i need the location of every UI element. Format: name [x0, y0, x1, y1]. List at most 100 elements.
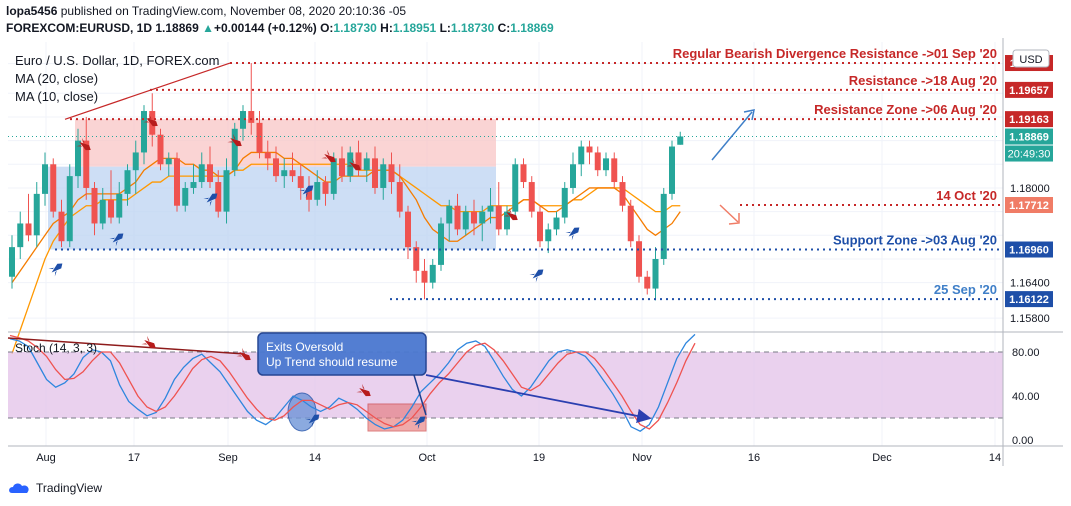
candle	[644, 270, 651, 295]
candle-body	[281, 170, 288, 177]
buy-rocket-icon	[109, 233, 124, 247]
price-tick-label: 1.18000	[1010, 183, 1050, 195]
buy-rocket-icon-body	[302, 185, 314, 195]
candle	[165, 152, 172, 177]
candle	[537, 205, 543, 248]
uptrend-arrow-head	[743, 109, 755, 121]
ma10-legend[interactable]: MA (10, close)	[15, 89, 99, 104]
sell-rocket-icon	[143, 113, 158, 127]
candle	[660, 187, 667, 265]
candle-body	[454, 205, 461, 230]
candle	[190, 164, 197, 194]
candle	[99, 187, 106, 230]
oversold-highlight	[367, 403, 427, 432]
candle	[58, 199, 65, 248]
candle-body	[652, 258, 659, 289]
currency-button	[1012, 49, 1050, 68]
price-change: +0.00144 (+0.12%)	[213, 21, 317, 35]
countdown-tag	[1005, 145, 1053, 162]
tradingview-cloud-icon	[9, 483, 29, 493]
candle-body	[256, 122, 263, 153]
sell-rocket-icon	[227, 133, 242, 147]
candle	[322, 176, 329, 206]
candle-body	[586, 146, 593, 153]
publish-info: lopa5456 published on TradingView.com, N…	[6, 4, 406, 18]
sell-rocket-icon	[503, 207, 518, 221]
buy-rocket-icon-fin	[299, 189, 308, 199]
candle	[372, 146, 378, 194]
up-arrow-icon: ▲	[202, 21, 214, 35]
buy-rocket-icon-fin	[565, 231, 574, 241]
buy-rocket-icon	[305, 414, 320, 428]
candle-body	[264, 152, 271, 159]
stoch-tick-label: 40.00	[1012, 391, 1040, 403]
candle	[9, 235, 15, 289]
candle-body	[58, 211, 65, 242]
annotation-label: Regular Bearish Divergence Resistance ->…	[673, 46, 997, 61]
annotation-label: Resistance ->18 Aug '20	[849, 73, 997, 88]
x-tick-label: Aug	[36, 452, 56, 464]
price-tag-label: 1.19657	[1009, 85, 1049, 97]
candle-body	[396, 182, 403, 212]
candle	[363, 152, 370, 183]
buy-rocket-icon-fin	[411, 420, 420, 430]
divergence-trendline	[64, 62, 231, 120]
candle-body	[190, 182, 197, 188]
candle-body	[116, 193, 123, 218]
candle-body	[314, 182, 321, 200]
price-tag	[1005, 291, 1053, 308]
candle-body	[198, 164, 205, 183]
x-tick-label: 19	[533, 452, 545, 464]
annotation-label: 25 Sep '20	[934, 282, 997, 297]
callout-box[interactable]	[257, 332, 427, 376]
candle-body	[471, 211, 477, 224]
ma20-legend[interactable]: MA (20, close)	[15, 71, 99, 86]
candle-body	[413, 247, 420, 271]
candle	[619, 176, 626, 212]
stoch-tick-label: 0.00	[1012, 435, 1033, 447]
candle-body	[273, 158, 279, 177]
currency-label: USD	[1019, 54, 1042, 66]
candle-body	[669, 146, 675, 194]
annotation-label: Support Zone ->03 Aug '20	[833, 233, 997, 248]
price-tag-label: 1.19163	[1009, 114, 1049, 126]
candle-body	[388, 164, 395, 183]
candle	[405, 205, 411, 259]
low-value: 1.18730	[450, 21, 495, 35]
sell-rocket-icon	[141, 335, 156, 349]
candle-body	[174, 158, 180, 206]
candle	[289, 152, 296, 183]
candle	[223, 158, 230, 224]
buy-rocket-icon-body	[51, 263, 63, 273]
stoch-legend[interactable]: Stoch (14, 3, 3)	[15, 341, 98, 355]
candle-body	[446, 205, 453, 224]
candle	[462, 205, 469, 236]
candle	[652, 247, 659, 301]
price-tag	[1005, 241, 1053, 258]
candle	[520, 158, 527, 188]
candle-body	[553, 217, 560, 230]
candle-body	[677, 136, 684, 145]
symbol-name: FOREXCOM:EURUSD, 1D	[6, 21, 153, 35]
callout-line2: Up Trend should resume	[266, 355, 398, 369]
candle-body	[25, 223, 32, 236]
candle	[157, 128, 164, 171]
x-tick-label: 14	[989, 452, 1001, 464]
candle	[438, 217, 444, 271]
publisher-name[interactable]: lopa5456	[6, 4, 58, 18]
candle	[240, 105, 246, 141]
sell-rocket-icon	[356, 383, 371, 397]
symbol-legend[interactable]: Euro / U.S. Dollar, 1D, FOREX.com	[15, 53, 220, 68]
candle-body	[157, 134, 164, 165]
candle-body	[570, 164, 576, 188]
candle	[487, 187, 494, 224]
candle-body	[66, 176, 73, 242]
candle	[454, 193, 461, 236]
buy-rocket-icon-fin	[109, 237, 118, 247]
candle	[380, 158, 387, 200]
sell-rocket-icon-body	[349, 161, 361, 171]
buy-rocket-icon	[565, 227, 580, 241]
stoch-k-line	[9, 333, 696, 432]
candle	[174, 152, 180, 212]
